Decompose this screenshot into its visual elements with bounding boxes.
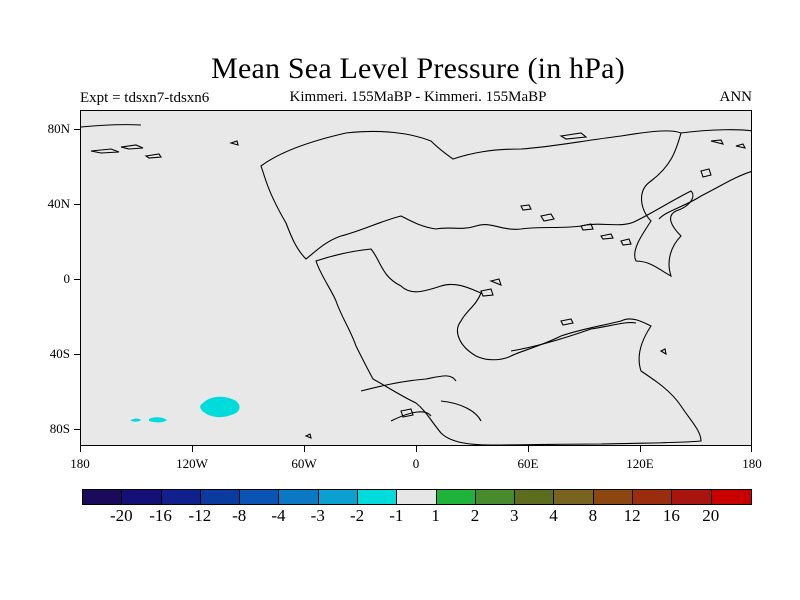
- colorbar-label: 2: [470, 506, 480, 525]
- colorbar-label: -2: [349, 506, 365, 525]
- colorbar-label: 3: [509, 506, 519, 525]
- colorbar-swatch: [357, 490, 398, 504]
- colorbar-label: -8: [232, 506, 247, 525]
- lat-label-80n: 80N: [47, 121, 70, 136]
- lon-tick: [192, 446, 193, 452]
- period-label: Kimmeri. 155MaBP - Kimmeri. 155MaBP: [289, 89, 547, 105]
- colorbar-label: 1: [431, 506, 440, 525]
- colorbar-label: -20: [109, 506, 133, 525]
- season-label: ANN: [719, 89, 753, 105]
- colorbar-swatch: [554, 490, 594, 504]
- lon-label-180e: 180: [742, 456, 762, 471]
- colorbar-label: -3: [310, 506, 325, 525]
- lat-tick: [74, 279, 80, 280]
- colorbar-swatch: [122, 490, 162, 504]
- colorbar-label: 12: [623, 506, 641, 525]
- colorbar-swatch: [318, 490, 358, 504]
- colorbar-swatch: [279, 490, 319, 504]
- experiment-label: Expt = tdsxn7-tdsxn6: [80, 90, 210, 106]
- lon-tick: [640, 446, 641, 452]
- lon-label-0: 0: [412, 456, 420, 471]
- lon-tick: [80, 446, 81, 452]
- map-panel: [80, 110, 752, 446]
- colorbar-label: -16: [149, 506, 172, 525]
- lat-tick: [74, 129, 80, 130]
- colorbar-swatch: [672, 490, 712, 504]
- colorbar-label: -4: [271, 506, 286, 525]
- lon-tick: [751, 446, 752, 452]
- lon-label-120e: 120E: [626, 456, 654, 471]
- pressure-anomaly-fill: [131, 396, 240, 423]
- map-title: Mean Sea Level Pressure (in hPa): [211, 52, 625, 85]
- colorbar-swatch: [397, 490, 437, 504]
- lat-label-80s: 80S: [49, 421, 70, 436]
- colorbar-label: 8: [588, 506, 598, 525]
- colorbar-label: 20: [702, 506, 720, 525]
- colorbar-swatch: [161, 490, 201, 504]
- lat-label-0: 0: [63, 271, 71, 286]
- lon-label-60e: 60E: [517, 456, 539, 471]
- colorbar-swatch: [632, 490, 673, 504]
- colorbar-swatch: [436, 490, 476, 504]
- colorbar-swatch: [475, 490, 516, 504]
- lat-tick: [74, 429, 80, 430]
- lat-label-40n: 40N: [47, 196, 70, 211]
- lat-tick: [74, 204, 80, 205]
- colorbar-swatch: [711, 490, 751, 504]
- lat-tick: [74, 354, 80, 355]
- colorbar-label: 16: [662, 506, 680, 525]
- colorbar-swatch: [83, 490, 123, 504]
- lon-label-180w: 180: [70, 456, 90, 471]
- lon-tick: [416, 446, 417, 452]
- colorbar-swatch: [200, 490, 241, 504]
- lon-tick: [304, 446, 305, 452]
- lon-tick: [528, 446, 529, 452]
- colorbar-swatch: [515, 490, 555, 504]
- coastlines: [81, 124, 751, 445]
- colorbar: [82, 489, 752, 505]
- colorbar-swatch: [240, 490, 280, 504]
- colorbar-label: 4: [549, 506, 558, 525]
- coastline-layer: [81, 124, 751, 445]
- lon-label-120w: 120W: [176, 456, 208, 471]
- colorbar-label: -12: [188, 506, 212, 525]
- colorbar-label: -1: [389, 506, 404, 525]
- lat-label-40s: 40S: [49, 346, 70, 361]
- lon-label-60w: 60W: [291, 456, 317, 471]
- colorbar-swatch: [593, 490, 633, 504]
